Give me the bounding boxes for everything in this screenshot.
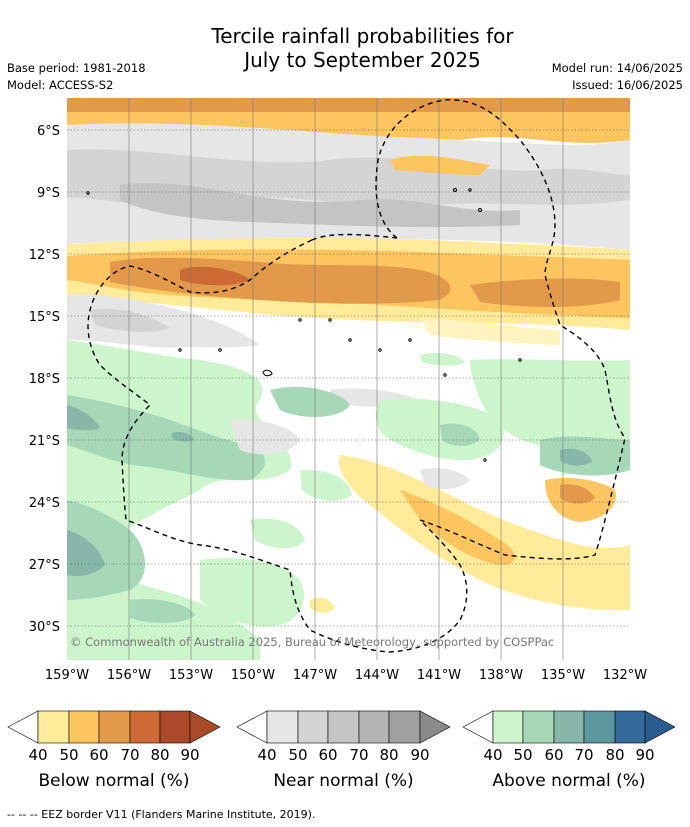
above-tick-70: 70 <box>574 746 593 764</box>
above-tick-80: 80 <box>605 746 624 764</box>
graticule <box>67 129 630 627</box>
near-tick-60: 60 <box>318 746 337 764</box>
legend-below-normal: 40 50 60 70 80 90 <box>7 710 221 764</box>
lon-label-156w: 156°W <box>107 668 151 683</box>
lon-label-153w: 153°W <box>169 668 213 683</box>
lon-label-135w: 135°W <box>541 668 585 683</box>
title-line-1: Tercile rainfall probabilities for <box>211 24 514 48</box>
issued-date: Issued: 16/06/2025 <box>572 78 683 92</box>
near-tick-40: 40 <box>257 746 276 764</box>
lat-label-15s: 15°S <box>29 310 60 325</box>
lat-label-24s: 24°S <box>29 496 60 511</box>
above-tick-50: 50 <box>513 746 532 764</box>
lat-label-12s: 12°S <box>29 248 60 263</box>
legend-above-normal: 40 50 60 70 80 90 <box>462 710 676 764</box>
metadata-left: Base period: 1981-2018 Model: ACCESS-S2 <box>7 60 146 94</box>
lon-label-144w: 144°W <box>355 668 399 683</box>
lon-label-138w: 138°W <box>479 668 523 683</box>
title-line-2: July to September 2025 <box>244 48 481 72</box>
near-tick-70: 70 <box>349 746 368 764</box>
below-tick-90: 90 <box>180 746 199 764</box>
below-tick-50: 50 <box>59 746 78 764</box>
lon-label-132w: 132°W <box>603 668 647 683</box>
near-tick-90: 90 <box>410 746 429 764</box>
below-tick-70: 70 <box>120 746 139 764</box>
probability-field <box>67 98 630 660</box>
lon-label-147w: 147°W <box>293 668 337 683</box>
lat-label-21s: 21°S <box>29 434 60 449</box>
meridians <box>128 98 564 660</box>
legend-label-below: Below normal (%) <box>38 771 190 791</box>
lat-label-6s: 6°S <box>37 124 60 139</box>
below-tick-60: 60 <box>89 746 108 764</box>
lat-label-30s: 30°S <box>29 620 60 635</box>
lat-label-27s: 27°S <box>29 558 60 573</box>
near-tick-80: 80 <box>379 746 398 764</box>
legend-label-above: Above normal (%) <box>492 771 646 791</box>
base-period: Base period: 1981-2018 <box>7 61 146 75</box>
lat-label-18s: 18°S <box>29 372 60 387</box>
eez-borders <box>87 99 626 653</box>
near-tick-50: 50 <box>288 746 307 764</box>
model-run: Model run: 14/06/2025 <box>551 61 683 75</box>
above-tick-60: 60 <box>544 746 563 764</box>
lon-label-150w: 150°W <box>231 668 275 683</box>
latitude-labels: 6°S 9°S 12°S 15°S 18°S 21°S 24°S 27°S 30… <box>29 124 60 635</box>
copyright-notice: © Commonwealth of Australia 2025, Bureau… <box>70 635 554 649</box>
longitude-labels: 159°W 156°W 153°W 150°W 147°W 144°W 141°… <box>45 668 647 683</box>
above-tick-40: 40 <box>483 746 502 764</box>
below-tick-40: 40 <box>28 746 47 764</box>
lat-label-9s: 9°S <box>37 186 60 201</box>
below-tick-80: 80 <box>150 746 169 764</box>
lon-label-159w: 159°W <box>45 668 89 683</box>
eez-footnote: -- -- -- EEZ border V11 (Flanders Marine… <box>7 808 316 821</box>
lon-label-141w: 141°W <box>417 668 461 683</box>
map-title: Tercile rainfall probabilities for July … <box>150 24 575 72</box>
model-name: Model: ACCESS-S2 <box>7 78 114 92</box>
above-tick-90: 90 <box>635 746 654 764</box>
islands <box>86 188 522 462</box>
metadata-right: Model run: 14/06/2025 Issued: 16/06/2025 <box>552 60 683 94</box>
legend-near-normal: 40 50 60 70 80 90 <box>236 710 451 764</box>
legend-label-near: Near normal (%) <box>273 771 414 791</box>
